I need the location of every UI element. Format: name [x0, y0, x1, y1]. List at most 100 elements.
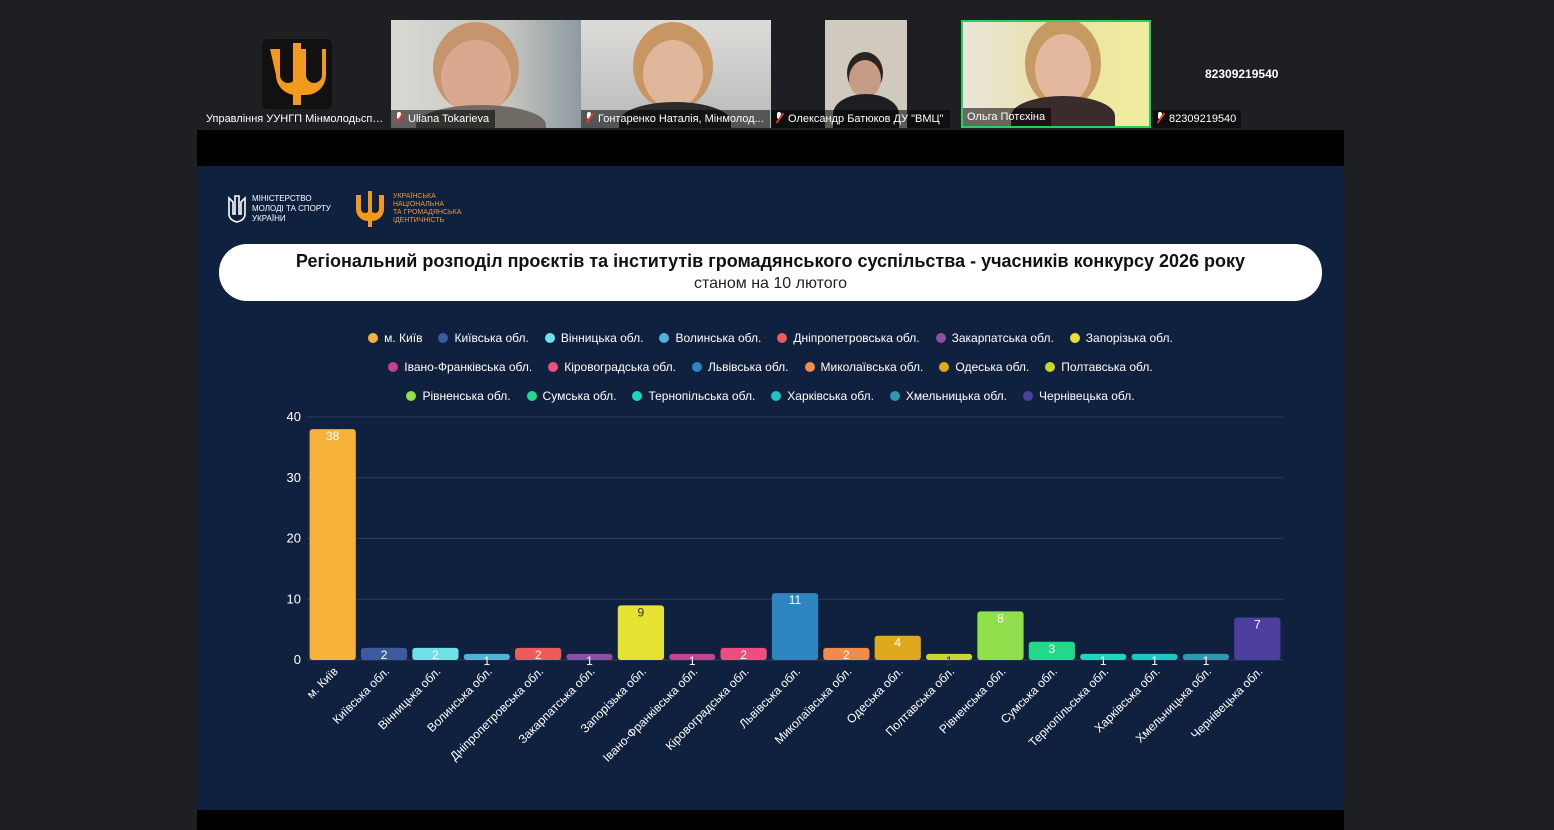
legend-label: Запорізька обл.	[1085, 331, 1173, 345]
participant-tile-1[interactable]: Uliana Tokarieva	[391, 20, 581, 128]
legend-item[interactable]: м. Київ	[368, 331, 422, 345]
x-tick-label: Дніпропетровська обл.	[447, 664, 546, 763]
legend-swatch	[939, 362, 950, 372]
legend-label: Миколаївська обл.	[820, 360, 924, 374]
legend-swatch	[804, 362, 815, 372]
share-header-bar	[197, 130, 1344, 166]
bar[interactable]	[1182, 653, 1230, 660]
bar[interactable]	[977, 611, 1024, 660]
participant-video	[643, 40, 703, 108]
legend-item[interactable]: Закарпатська обл.	[935, 331, 1054, 345]
x-tick-label: м. Київ	[304, 664, 341, 701]
legend-item[interactable]: Рівненська обл.	[406, 389, 511, 403]
bar[interactable]	[771, 593, 819, 660]
bar[interactable]	[360, 647, 408, 660]
bar[interactable]	[463, 653, 510, 660]
legend-label: Харківська обл.	[787, 389, 874, 403]
slide-title-box: Регіональний розподіл проєктів та інстит…	[219, 244, 1322, 301]
legend-item[interactable]: Івано-Франківська обл.	[388, 360, 532, 374]
legend-item[interactable]: Запорізька обл.	[1069, 331, 1173, 345]
bar[interactable]	[1028, 641, 1075, 660]
legend-item[interactable]: Сумська обл.	[526, 389, 617, 403]
ministry-logo-text: МІНІСТЕРСТВО МОЛОДІ ТА СПОРТУ УКРАЇНИ	[252, 194, 331, 223]
legend-label: Хмельницька обл.	[905, 389, 1008, 403]
mic-muted-icon	[395, 112, 404, 123]
participant-video	[849, 60, 881, 98]
organization-logo	[262, 39, 332, 109]
participant-name: Олександр Батюков ДУ "ВМЦ"	[771, 110, 950, 128]
legend-item[interactable]: Миколаївська обл.	[804, 360, 924, 374]
participant-tile-3[interactable]: Олександр Батюков ДУ "ВМЦ"	[771, 20, 961, 128]
legend-label: Чернівецька обл.	[1039, 389, 1135, 403]
bar-value-label: 1	[483, 654, 490, 668]
bar[interactable]	[823, 647, 870, 660]
legend-item[interactable]: Одеська обл.	[939, 360, 1029, 374]
legend-swatch	[368, 333, 379, 343]
bar[interactable]	[309, 429, 356, 660]
legend-label: Тернопільська обл.	[648, 389, 756, 403]
participant-tile-4[interactable]: Ольга Потєхіна	[961, 20, 1151, 128]
participant-name: Гонтаренко Наталія, Мінмолод...	[581, 110, 770, 128]
legend-swatch	[659, 333, 670, 343]
participant-tile-2[interactable]: Гонтаренко Наталія, Мінмолод...	[581, 20, 771, 128]
mic-muted-icon	[775, 112, 784, 123]
bar[interactable]	[720, 647, 767, 660]
legend-item[interactable]: Волинська обл.	[659, 331, 761, 345]
bar-value-label: 1	[946, 654, 953, 668]
bar-value-label: 2	[535, 648, 542, 662]
participant-name: 82309219540	[1153, 110, 1242, 128]
legend-label: Сумська обл.	[542, 389, 617, 403]
legend-swatch	[548, 362, 559, 372]
legend-swatch	[771, 391, 782, 401]
legend-label: Рівненська обл.	[422, 389, 511, 403]
legend-item[interactable]: Полтавська обл.	[1045, 360, 1153, 374]
bar[interactable]	[515, 647, 562, 660]
participant-name: Управління УУНГП Мінмолодьспорт	[206, 113, 390, 125]
legend-item[interactable]: Хмельницька обл.	[889, 389, 1008, 403]
bar-value-label: 2	[740, 648, 747, 662]
bar[interactable]	[617, 605, 665, 660]
legend-item[interactable]: Львівська обл.	[691, 360, 789, 374]
legend-item[interactable]: Вінницька обл.	[544, 331, 643, 345]
bar[interactable]	[874, 635, 921, 660]
identity-logo-text: УКРАЇНСЬКА НАЦІОНАЛЬНА ТА ГРОМАДЯНСЬКА І…	[393, 193, 462, 224]
legend-swatch	[1069, 333, 1080, 343]
legend-item[interactable]: Кіровоградська обл.	[548, 360, 676, 374]
legend-item[interactable]: Київська обл.	[438, 331, 529, 345]
legend-row: Рівненська обл. Сумська обл. Тернопільська…	[197, 389, 1344, 403]
legend-swatch	[406, 391, 417, 401]
legend-swatch	[777, 333, 788, 343]
legend-item[interactable]: Дніпропетровська обл.	[777, 331, 920, 345]
y-tick-label: 20	[287, 531, 301, 546]
bar[interactable]	[1234, 617, 1281, 660]
identity-logo-icon	[356, 191, 384, 227]
participant-tile-0[interactable]: Управління УУНГП Мінмолодьспорт	[202, 20, 392, 128]
bar-value-label: 1	[586, 654, 593, 668]
legend-label: Полтавська обл.	[1061, 360, 1153, 374]
y-tick-label: 10	[287, 591, 301, 606]
bar-value-label: 4	[894, 636, 901, 650]
bar[interactable]	[1131, 653, 1178, 660]
bar-value-label: 2	[843, 648, 850, 662]
bar-value-label: 1	[1151, 654, 1158, 668]
bar-value-label: 2	[432, 648, 439, 662]
legend-label: Івано-Франківська обл.	[404, 360, 533, 374]
legend-item[interactable]: Харківська обл.	[771, 389, 874, 403]
y-tick-label: 30	[287, 470, 301, 485]
legend-item[interactable]: Тернопільська обл.	[632, 389, 755, 403]
legend-row: м. Київ Київська обл. Вінницька обл. Волинс…	[197, 331, 1344, 345]
legend-swatch	[388, 362, 399, 372]
bar-value-label: 11	[789, 593, 802, 607]
phone-number-tile[interactable]: 82309219540	[1205, 67, 1279, 81]
bar[interactable]	[566, 653, 613, 660]
participant-name: Uliana Tokarieva	[391, 110, 496, 128]
bar[interactable]	[1080, 653, 1127, 660]
legend-label: Закарпатська обл.	[951, 331, 1054, 345]
legend-item[interactable]: Чернівецька обл.	[1023, 389, 1135, 403]
bar[interactable]	[925, 653, 973, 660]
bar-value-label: 9	[638, 605, 645, 619]
bar[interactable]	[669, 653, 716, 660]
bar-value-label: 1	[689, 654, 696, 668]
bar[interactable]	[412, 647, 459, 660]
